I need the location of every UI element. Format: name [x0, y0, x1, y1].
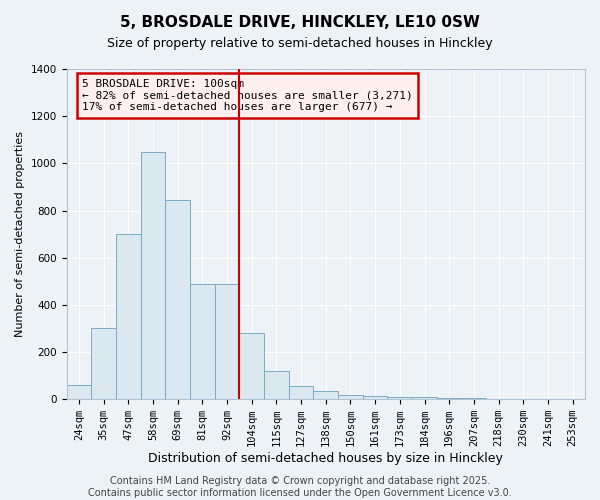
Bar: [289, 386, 313, 399]
Bar: [140, 152, 165, 399]
Bar: [486, 398, 511, 399]
Bar: [239, 333, 264, 399]
Bar: [363, 396, 388, 399]
Text: 5 BROSDALE DRIVE: 100sqm
← 82% of semi-detached houses are smaller (3,271)
17% o: 5 BROSDALE DRIVE: 100sqm ← 82% of semi-d…: [82, 79, 413, 112]
Bar: [338, 394, 363, 399]
X-axis label: Distribution of semi-detached houses by size in Hinckley: Distribution of semi-detached houses by …: [148, 452, 503, 465]
Text: Size of property relative to semi-detached houses in Hinckley: Size of property relative to semi-detach…: [107, 38, 493, 51]
Bar: [116, 234, 140, 399]
Text: 5, BROSDALE DRIVE, HINCKLEY, LE10 0SW: 5, BROSDALE DRIVE, HINCKLEY, LE10 0SW: [120, 15, 480, 30]
Bar: [215, 284, 239, 399]
Y-axis label: Number of semi-detached properties: Number of semi-detached properties: [15, 131, 25, 337]
Bar: [165, 200, 190, 399]
Bar: [264, 371, 289, 399]
Bar: [388, 397, 412, 399]
Bar: [313, 391, 338, 399]
Bar: [91, 328, 116, 399]
Bar: [461, 398, 486, 399]
Bar: [67, 385, 91, 399]
Bar: [412, 398, 437, 399]
Bar: [190, 284, 215, 399]
Bar: [437, 398, 461, 399]
Text: Contains HM Land Registry data © Crown copyright and database right 2025.
Contai: Contains HM Land Registry data © Crown c…: [88, 476, 512, 498]
